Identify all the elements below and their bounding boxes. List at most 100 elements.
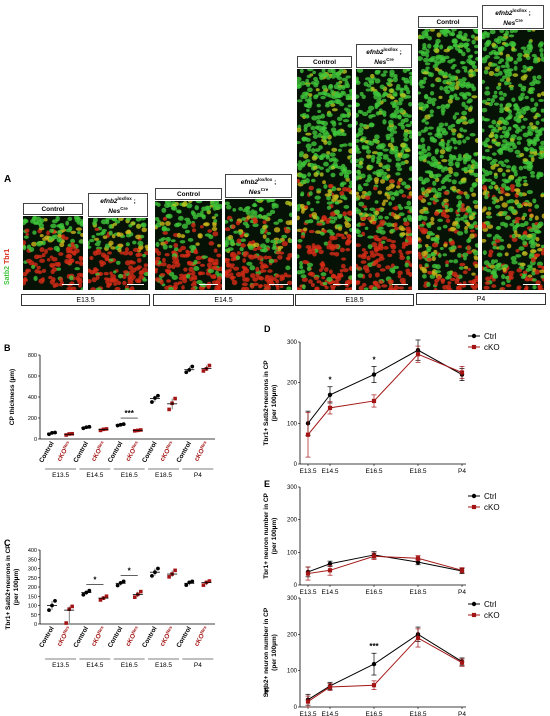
y-tick-label: 200 — [287, 632, 298, 638]
chart-d-double-positive-line: D 0 100 200 300 E13.5 E14.5 E16.5 E18.5 P4 Tbr1+ S… — [263, 324, 500, 475]
panel-letter: B — [4, 343, 11, 353]
category-label-cko: cKONes — [55, 625, 73, 648]
header-mutant: efnb2lox/lox ; NesCre — [225, 174, 292, 198]
category-label: cKONes — [89, 440, 107, 463]
legend-label: Ctrl — [484, 600, 497, 609]
data-point-cko — [415, 635, 421, 641]
category-label-sup: Nes — [199, 625, 208, 635]
category-label-sup: Nes — [96, 440, 105, 450]
header-control: Control — [418, 16, 478, 28]
y-label-line2: (per 100µm) — [271, 634, 278, 671]
category-label-sup: Nes — [165, 440, 174, 450]
panel-letter: D — [264, 324, 271, 334]
category-label-sup: Nes — [96, 625, 105, 635]
data-point-cko — [64, 433, 68, 437]
data-point-cko — [327, 684, 333, 690]
y-label-line1: Tbr1+ neuron number in CP — [263, 492, 270, 578]
scale-bar — [62, 283, 79, 285]
stage-label: E13.5 — [52, 472, 69, 479]
category-label: cKONes — [55, 440, 73, 463]
y-tick-label: 0 — [34, 622, 37, 628]
stain-label-tbr1: Tbr1 — [4, 248, 11, 264]
significance-label: *** — [125, 409, 135, 418]
x-tick-label: E18.5 — [410, 711, 427, 716]
y-tick-label: 0 — [294, 705, 298, 711]
data-point-control — [190, 364, 195, 369]
stage-label: E18.5 — [155, 662, 172, 669]
x-tick-label: E13.5 — [300, 711, 317, 716]
data-point-control — [53, 598, 57, 603]
stage-label: E13.5 — [52, 662, 69, 669]
significance-label: * — [93, 576, 97, 585]
x-tick-label: P4 — [458, 468, 466, 475]
data-point-cko — [104, 427, 109, 431]
legend-marker — [471, 333, 477, 339]
stain-label-satb2: Satb2 — [4, 265, 11, 285]
y-tick-label: 600 — [28, 374, 37, 380]
y-label: CP thickness (µm) — [9, 369, 16, 425]
category-label-control: Control — [38, 625, 56, 649]
x-tick-label: E16.5 — [366, 711, 383, 716]
data-point-cko — [173, 568, 177, 573]
mutant-gene: efnb2 — [366, 49, 384, 56]
stage-label: E16.5 — [121, 662, 138, 669]
data-point-cko — [201, 583, 206, 587]
legend-label: Ctrl — [484, 332, 497, 341]
data-point-cko — [371, 554, 377, 559]
y-tick-label: 150 — [28, 594, 37, 600]
legend-marker — [471, 504, 477, 510]
header-control: Control — [155, 188, 222, 200]
category-label: cKONes — [124, 625, 142, 648]
category-label-sup: Nes — [199, 440, 208, 450]
data-point-cko — [173, 396, 177, 401]
x-tick-label: P4 — [458, 589, 466, 596]
y-tick-label: 250 — [28, 576, 37, 582]
data-point-ctrl — [371, 661, 377, 667]
category-label: Control — [175, 440, 193, 464]
y-axis-label: Satb2+ neuron number in CP (per 100µm) — [263, 607, 278, 697]
category-label-control: Control — [72, 440, 90, 464]
x-tick-label: E14.5 — [322, 711, 339, 716]
significance-label: * — [328, 376, 332, 385]
category-label: cKONes — [192, 440, 210, 463]
data-point-control — [87, 424, 92, 429]
category-label: Control — [72, 440, 90, 464]
y-tick-label: 0 — [34, 437, 37, 443]
data-point-control — [47, 608, 51, 613]
y-axis-label: Tbr1+ Satb2+neurons in CP (per 100µm) — [5, 544, 20, 630]
category-label-control: Control — [107, 440, 125, 464]
data-point-control — [121, 579, 126, 584]
y-label-line2: (per 100µm) — [271, 385, 278, 422]
legend-label: Ctrl — [484, 492, 497, 501]
category-label: cKONes — [192, 625, 210, 648]
mutant-gene: efnb2 — [100, 198, 118, 205]
category-label-sup: Nes — [62, 625, 71, 635]
x-tick-label: E13.5 — [300, 589, 317, 596]
category-label-control: Control — [72, 625, 90, 649]
mutant-gene-sup: lox/lox — [512, 7, 527, 13]
micrograph — [356, 69, 412, 290]
data-point-cko — [327, 568, 333, 573]
category-label-control: Control — [141, 440, 159, 464]
y-tick-label: 200 — [28, 416, 37, 422]
category-label-cko: cKONes — [89, 625, 107, 648]
y-tick-label: 300 — [287, 596, 298, 602]
scale-bar — [523, 283, 540, 285]
data-point-cko — [167, 407, 171, 412]
micrograph — [155, 201, 222, 290]
x-tick-label: E18.5 — [410, 468, 427, 475]
x-tick-label: E13.5 — [300, 468, 317, 475]
y-label-line1: Tbr1+ Satb2+neurons in CP — [263, 360, 270, 446]
legend-marker — [471, 344, 477, 350]
category-label-sup: Nes — [130, 440, 139, 450]
y-tick-label: 100 — [287, 669, 298, 675]
stage-label: E13.5 — [21, 294, 150, 306]
panel-letter: C — [4, 538, 11, 548]
stage-label: E16.5 — [121, 472, 138, 479]
y-tick-label: 300 — [28, 567, 37, 573]
stain-label: Satb2 Tbr1 — [4, 215, 20, 285]
data-point-cko — [459, 568, 465, 573]
stage-label: E18.5 — [295, 294, 414, 306]
y-tick-label: 200 — [287, 381, 298, 387]
y-tick-label: 800 — [28, 353, 37, 359]
